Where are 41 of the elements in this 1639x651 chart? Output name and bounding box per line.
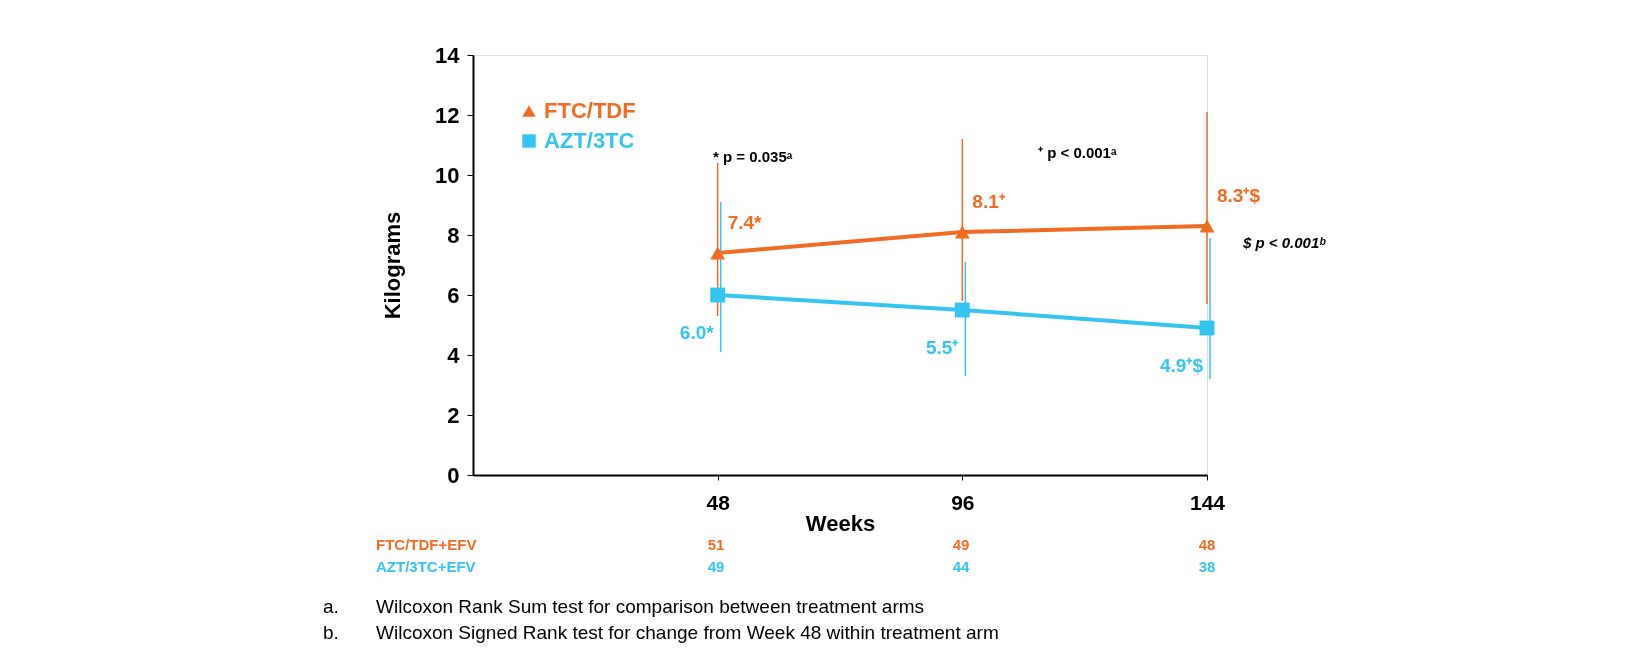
point [710,287,726,303]
text: a. [323,596,339,617]
y-tick-label: 12 [435,102,460,128]
data-label: 7.4* [727,212,763,233]
x-axis-title: Weeks [805,510,876,536]
annotation: ⁺ p < 0.001ᵃ [1038,144,1117,161]
point [954,302,970,318]
text: b. [323,622,339,643]
text: 49 [952,536,970,553]
data-label: 8.3⁺$ [1217,185,1261,206]
point [1199,219,1215,233]
x-tick-label: 96 [951,490,975,514]
text: AZT/3TC+EFV [376,558,476,575]
legend-label: AZT/3TC [544,128,635,153]
y-axis-title: Kilograms [380,211,406,320]
text: 49 [707,558,725,575]
legend-label: FTC/TDF [544,98,636,123]
point [954,225,970,239]
y-tick-label: 0 [447,462,460,488]
text: 51 [707,536,725,553]
y-tick-label: 2 [447,402,460,428]
x-tick-label: 144 [1189,490,1226,514]
annotation: * p = 0.035ᵃ [713,148,793,165]
data-label: 5.5⁺ [925,337,960,358]
text: FTC/TDF+EFV [376,536,477,553]
y-tick-label: 10 [435,162,460,188]
text: $ p < 0.001ᵇ [1242,234,1327,251]
x-tick-label: 48 [706,490,731,514]
data-label: 4.9⁺$ [1160,355,1204,376]
text: 44 [952,558,970,575]
text: Wilcoxon Rank Sum test for comparison between treatment arms [376,596,925,617]
y-tick-label: 6 [447,282,460,308]
y-tick-label: 8 [447,222,460,248]
point [710,246,726,260]
text: 38 [1198,558,1216,575]
data-label: 6.0* [679,322,715,343]
text: Wilcoxon Signed Rank test for change from Week 48 within treatment arm [376,622,999,643]
text: 48 [1198,536,1216,553]
y-tick-label: 14 [435,42,461,68]
y-tick-label: 4 [447,342,461,368]
data-label: 8.1⁺ [972,191,1006,212]
